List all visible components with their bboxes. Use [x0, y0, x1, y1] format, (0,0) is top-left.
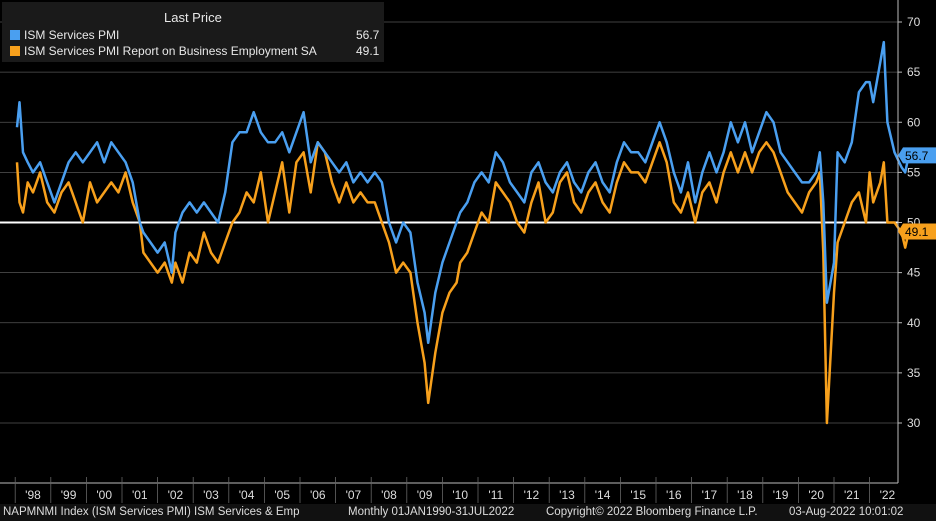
x-tick-label: '21 — [844, 488, 860, 502]
legend: Last Price ISM Services PMI 56.7 ISM Ser… — [2, 2, 384, 62]
series-line-employment — [15, 141, 911, 425]
x-tick-label: '09 — [417, 488, 433, 502]
last-value-labels: 56.7 49.1 — [898, 147, 936, 240]
last-value-tag — [898, 223, 936, 240]
x-tick-label: '01 — [132, 488, 148, 502]
x-tick-label: '05 — [274, 488, 290, 502]
footer-timestamp: 03-Aug-2022 10:01:02 — [789, 506, 904, 518]
x-tick-label: '00 — [96, 488, 112, 502]
last-value-label: 56.7 — [905, 149, 929, 163]
y-tick-label: 65 — [907, 65, 921, 79]
series-group — [15, 40, 911, 425]
x-tick-label: '08 — [381, 488, 397, 502]
x-tick-label: '20 — [808, 488, 824, 502]
legend-value: 56.7 — [356, 28, 380, 42]
legend-item-employment[interactable]: ISM Services PMI Report on Business Empl… — [10, 44, 379, 58]
x-tick-label: '22 — [880, 488, 896, 502]
x-tick-label: '07 — [346, 488, 362, 502]
x-tick-label: '04 — [239, 488, 255, 502]
last-value-label: 49.1 — [905, 225, 929, 239]
y-tick-label: 60 — [907, 115, 921, 129]
legend-label: ISM Services PMI Report on Business Empl… — [24, 44, 317, 58]
x-axis: '98 '99 '00 '01 '02 '03 '04 '05 '06 '07 '08 '09 '10 '… — [0, 477, 898, 503]
footer-period: Monthly 01JAN1990-31JUL2022 — [348, 506, 515, 518]
x-tick-label: '12 — [524, 488, 540, 502]
last-value-tag — [898, 147, 936, 164]
legend-swatch-orange — [10, 46, 20, 56]
legend-value: 49.1 — [356, 44, 380, 58]
x-tick-label: '15 — [630, 488, 646, 502]
x-tick-label: '13 — [559, 488, 575, 502]
x-tick-label: '03 — [203, 488, 219, 502]
series-line-ism-services-pmi — [15, 40, 911, 345]
footer-copyright: Copyright© 2022 Bloomberg Finance L.P. — [546, 506, 758, 518]
legend-header: Last Price — [164, 10, 222, 25]
footer-bar: NAPMNMI Index (ISM Services PMI) ISM Ser… — [0, 504, 936, 521]
x-tick-label: '10 — [452, 488, 468, 502]
x-tick-label: '02 — [168, 488, 184, 502]
x-tick-label: '18 — [737, 488, 753, 502]
x-tick-label: '17 — [702, 488, 718, 502]
x-tick-label: '11 — [488, 488, 503, 502]
x-tick-label: '16 — [666, 488, 682, 502]
y-tick-label: 70 — [907, 15, 921, 29]
x-tick-label: '98 — [25, 488, 41, 502]
x-tick-label: '06 — [310, 488, 326, 502]
y-tick-label: 55 — [907, 165, 921, 179]
y-tick-label: 30 — [907, 416, 921, 430]
y-tick-label: 45 — [907, 266, 921, 280]
legend-item-ism-services-pmi[interactable]: ISM Services PMI 56.7 — [10, 28, 379, 42]
y-tick-label: 40 — [907, 316, 921, 330]
x-tick-label: '14 — [595, 488, 611, 502]
legend-label: ISM Services PMI — [24, 28, 120, 42]
x-tick-label: '19 — [773, 488, 789, 502]
y-tick-label: 35 — [907, 366, 921, 380]
footer-ticker: NAPMNMI Index (ISM Services PMI) ISM Ser… — [3, 506, 300, 518]
x-tick-label: '99 — [61, 488, 77, 502]
legend-swatch-blue — [10, 30, 20, 40]
